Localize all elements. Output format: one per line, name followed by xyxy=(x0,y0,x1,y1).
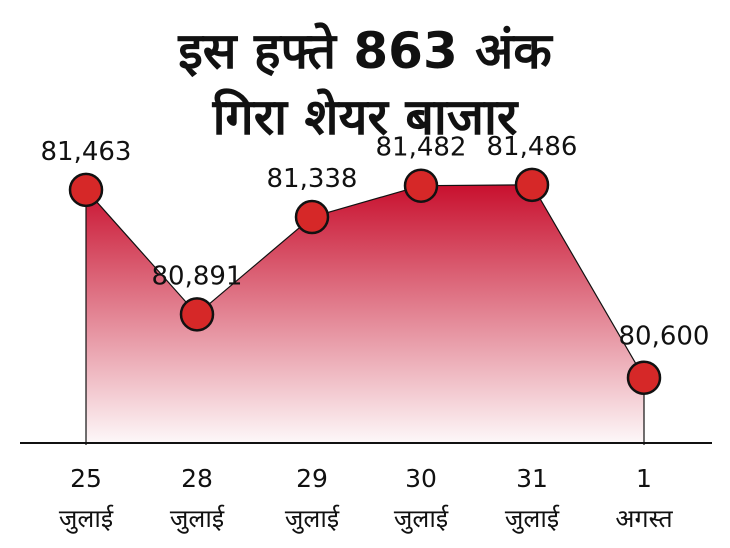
x-tick-day: 31 xyxy=(516,464,548,493)
data-point xyxy=(294,199,330,235)
data-label: 81,338 xyxy=(267,164,358,194)
x-tick-day: 25 xyxy=(70,464,102,493)
chart-title: इस हफ्ते 863 अंक गिरा शेयर बाजार xyxy=(0,18,730,150)
data-label: 81,486 xyxy=(487,132,578,162)
title-line-2: गिरा शेयर बाजार xyxy=(212,88,518,146)
data-point xyxy=(514,167,550,203)
x-tick-day: 1 xyxy=(636,464,652,493)
x-tick-month: जुलाई xyxy=(59,504,114,534)
x-tick-month: जुलाई xyxy=(170,504,225,534)
data-point xyxy=(68,172,104,208)
x-tick-month: अगस्त xyxy=(615,504,673,533)
data-point xyxy=(179,297,215,332)
x-tick-month: जुलाई xyxy=(285,504,340,534)
data-point xyxy=(626,360,662,395)
area-fill xyxy=(86,184,644,443)
title-line-1: इस हफ्ते 863 अंक xyxy=(178,22,552,80)
x-tick-day: 28 xyxy=(181,464,213,493)
x-tick-day: 30 xyxy=(405,464,437,493)
series-line xyxy=(85,184,645,378)
data-point xyxy=(403,168,439,203)
x-tick-month: जुलाई xyxy=(394,504,449,534)
data-label: 80,891 xyxy=(152,261,243,291)
data-label: 81,463 xyxy=(41,137,132,167)
data-label: 81,482 xyxy=(376,133,467,163)
x-tick-month: जुलाई xyxy=(505,504,560,534)
x-tick-day: 29 xyxy=(296,464,328,493)
data-label: 80,600 xyxy=(619,322,710,352)
